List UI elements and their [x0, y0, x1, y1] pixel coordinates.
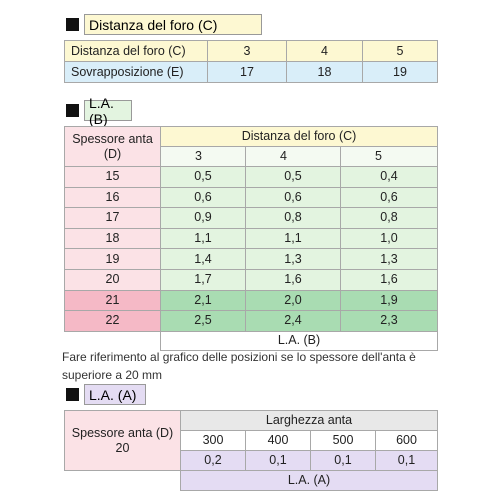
- cell: 0,1: [310, 450, 376, 471]
- cell: 0,6: [340, 186, 438, 209]
- row-header: Spessore anta (D): [64, 126, 161, 167]
- cell: 1,4: [160, 248, 246, 270]
- cell: 0,5: [245, 166, 341, 188]
- row-label: 21: [64, 289, 161, 312]
- cell: 1,0: [340, 227, 438, 250]
- row-header: Distanza del foro (C): [64, 40, 208, 62]
- cell: 2,3: [340, 310, 438, 332]
- cell: 1,6: [340, 269, 438, 291]
- cell: 1,3: [245, 248, 341, 270]
- section-title: L.A. (B): [84, 95, 132, 127]
- column-label: 3: [160, 146, 246, 167]
- bullet: [66, 18, 79, 31]
- cell: 19: [362, 61, 438, 83]
- row-label: 16: [64, 186, 161, 209]
- cell: 0,2: [180, 450, 246, 471]
- row-label: 19: [64, 248, 161, 270]
- cell: 0,1: [245, 450, 311, 471]
- row-header-text: Spessore anta (D): [71, 425, 174, 440]
- column-label: 300: [180, 430, 246, 451]
- cell: 1,7: [160, 269, 246, 291]
- row-label: 17: [64, 207, 161, 229]
- cell: 18: [286, 61, 363, 83]
- row-label: 22: [64, 310, 161, 332]
- row-label: 18: [64, 227, 161, 250]
- cell: 0,8: [340, 207, 438, 229]
- note-line: Fare riferimento al grafico delle posizi…: [62, 350, 416, 364]
- cell: 0,4: [340, 166, 438, 188]
- table-footer: L.A. (A): [180, 470, 438, 491]
- column-label: 4: [245, 146, 341, 167]
- cell: 0,8: [245, 207, 341, 229]
- cell: 5: [362, 40, 438, 62]
- column-header: Larghezza anta: [180, 410, 438, 431]
- column-header: Distanza del foro (C): [160, 126, 438, 147]
- row-label: 20: [64, 269, 161, 291]
- note-line: superiore a 20 mm: [62, 368, 163, 382]
- cell: 2,1: [160, 289, 246, 312]
- cell: 1,3: [340, 248, 438, 270]
- column-label: 400: [245, 430, 311, 451]
- bullet: [66, 388, 79, 401]
- row-header-block: Spessore anta (D) 20: [64, 410, 181, 471]
- cell: 0,6: [245, 186, 341, 209]
- row-header-text: 20: [115, 440, 130, 455]
- cell: 0,5: [160, 166, 246, 188]
- cell: 1,1: [245, 227, 341, 250]
- cell: 0,1: [375, 450, 438, 471]
- row-label: 15: [64, 166, 161, 188]
- cell: 2,5: [160, 310, 246, 332]
- column-label: 600: [375, 430, 438, 451]
- cell: 4: [286, 40, 363, 62]
- cell: 1,6: [245, 269, 341, 291]
- cell: 3: [207, 40, 287, 62]
- bullet: [66, 104, 79, 117]
- section-title: L.A. (A): [84, 384, 146, 405]
- cell: 2,4: [245, 310, 341, 332]
- table-footer: L.A. (B): [160, 330, 438, 351]
- cell: 1,9: [340, 289, 438, 312]
- cell: 2,0: [245, 289, 341, 312]
- column-label: 5: [340, 146, 438, 167]
- cell: 0,9: [160, 207, 246, 229]
- cell: 17: [207, 61, 287, 83]
- cell: 1,1: [160, 227, 246, 250]
- section-title: Distanza del foro (C): [84, 14, 262, 35]
- cell: 0,6: [160, 186, 246, 209]
- column-label: 500: [310, 430, 376, 451]
- row-header: Sovrapposizione (E): [64, 61, 208, 83]
